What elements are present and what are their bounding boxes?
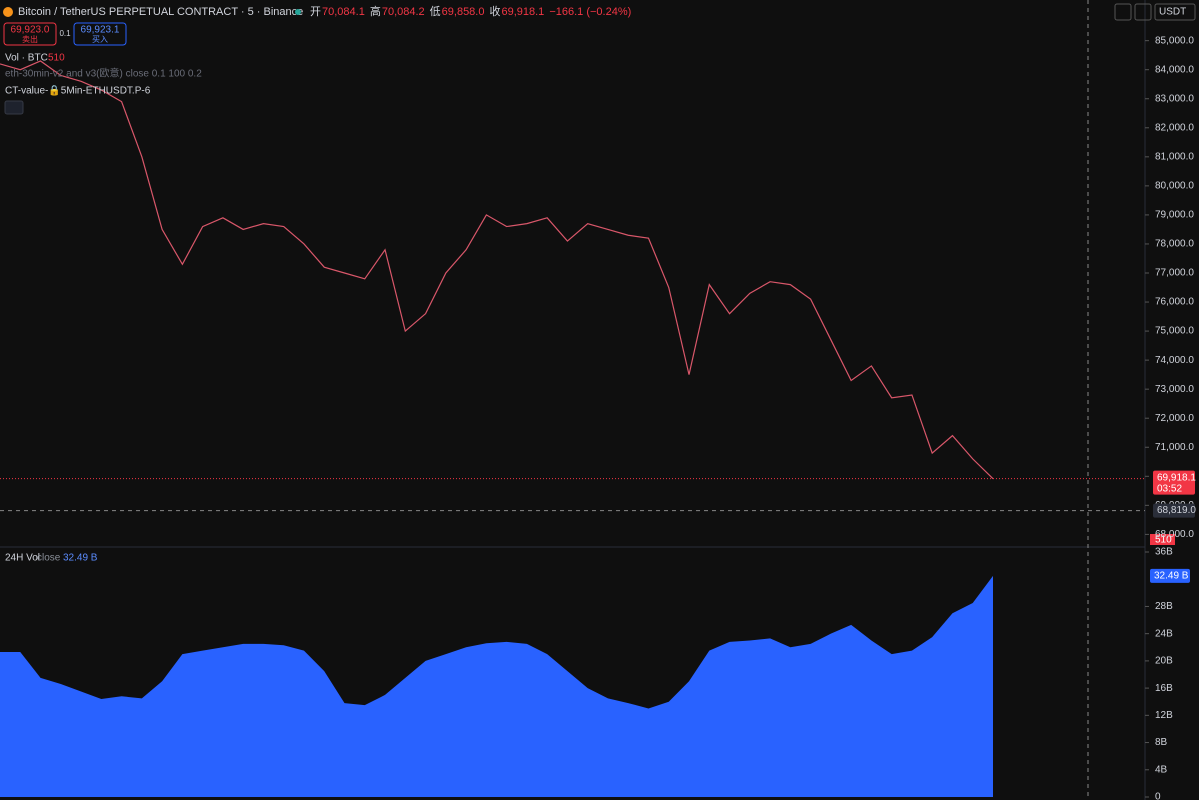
y-tick-label: 83,000.0 bbox=[1155, 93, 1194, 104]
crosshair-label: 68,819.0 bbox=[1157, 505, 1196, 516]
y-tick-label: 73,000.0 bbox=[1155, 384, 1194, 395]
ohlc-value: 69,858.0 bbox=[442, 6, 485, 18]
y-tick-label: 4B bbox=[1155, 764, 1168, 775]
value-label: 32.49 B bbox=[1154, 571, 1189, 582]
y-tick-label: 75,000.0 bbox=[1155, 326, 1194, 337]
y-tick-label: 0 bbox=[1155, 792, 1161, 800]
eth-indicator: eth-30min-v2 and v3(欧意) close 0.1 100 0.… bbox=[5, 67, 202, 80]
ohlc-label: 高 bbox=[370, 4, 381, 18]
y-tick-label: 24B bbox=[1155, 628, 1173, 639]
y-tick-label: 85,000.0 bbox=[1155, 35, 1194, 46]
ohlc-label: 开 bbox=[310, 6, 321, 18]
y-tick-label: 84,000.0 bbox=[1155, 64, 1194, 75]
symbol: Bitcoin / TetherUS PERPETUAL CONTRACT · … bbox=[18, 6, 303, 18]
vol-axis-badge bbox=[1150, 534, 1175, 545]
y-tick-label: 78,000.0 bbox=[1155, 239, 1194, 250]
y-tick-label: 71,000.0 bbox=[1155, 442, 1194, 453]
last-price-label: 69,918.1 bbox=[1157, 472, 1196, 483]
crosshair-badge bbox=[1153, 503, 1195, 518]
currency-select[interactable] bbox=[1154, 3, 1196, 21]
vol-value: 510 bbox=[48, 53, 65, 64]
y-tick-label: 81,000.0 bbox=[1155, 151, 1194, 162]
quantity: 0.1 bbox=[59, 29, 71, 38]
buy-label: 买入 bbox=[92, 35, 108, 44]
y-tick-label: 8B bbox=[1155, 737, 1168, 748]
collapse-button[interactable] bbox=[4, 100, 24, 115]
currency: USDT bbox=[1159, 7, 1186, 18]
vol-axis-label: 510 bbox=[1155, 535, 1172, 546]
sell-button[interactable] bbox=[3, 22, 57, 46]
y-tick-label: 80,000.0 bbox=[1155, 181, 1194, 192]
y-tick-label: 16B bbox=[1155, 683, 1173, 694]
volume-area bbox=[0, 575, 993, 797]
y-tick-label: 79,000.0 bbox=[1155, 210, 1194, 221]
y-tick-label: 20B bbox=[1155, 656, 1173, 667]
y-tick-label: 74,000.0 bbox=[1155, 355, 1194, 366]
pane-value: 32.49 B bbox=[63, 553, 98, 564]
status-dot bbox=[295, 9, 301, 15]
y-tick-label: 36B bbox=[1155, 547, 1173, 558]
ct-indicator: CT-value-🔒5Min-ETHUSDT.P-6 bbox=[5, 85, 151, 97]
buy-button[interactable] bbox=[73, 22, 127, 46]
sell-label: 卖出 bbox=[22, 34, 38, 44]
price-line bbox=[0, 60, 994, 480]
y-tick-label: 77,000.0 bbox=[1155, 268, 1194, 279]
ohlc-value: 69,918.1 bbox=[501, 6, 544, 18]
y-tick-label: 82,000.0 bbox=[1155, 122, 1194, 133]
y-tick-label: 76,000.0 bbox=[1155, 297, 1194, 308]
download-button[interactable] bbox=[1114, 3, 1132, 21]
vol-indicator: Vol · BTC bbox=[5, 53, 48, 64]
change: −166.1 (−0.24%) bbox=[549, 6, 631, 18]
ohlc-label: 低 bbox=[430, 5, 441, 18]
ohlc-label: 收 bbox=[489, 4, 500, 18]
pane-title: 24H Vol bbox=[5, 553, 40, 564]
y-tick-label: 28B bbox=[1155, 601, 1173, 612]
y-tick-label: 72,000.0 bbox=[1155, 413, 1194, 424]
y-tick-label: 68,000.0 bbox=[1155, 529, 1194, 540]
ohlc-value: 70,084.1 bbox=[322, 6, 365, 18]
last-price-badge bbox=[1153, 470, 1195, 495]
ohlc-value: 70,084.2 bbox=[382, 6, 425, 18]
sell-price: 69,923.0 bbox=[11, 25, 50, 36]
pane-source: close bbox=[37, 553, 61, 564]
y-tick-label: 12B bbox=[1155, 710, 1173, 721]
refresh-button[interactable] bbox=[1134, 3, 1152, 21]
value-badge bbox=[1150, 568, 1190, 583]
countdown: 03:52 bbox=[1157, 483, 1182, 494]
coin-icon bbox=[3, 7, 13, 17]
buy-price: 69,923.1 bbox=[81, 25, 120, 36]
